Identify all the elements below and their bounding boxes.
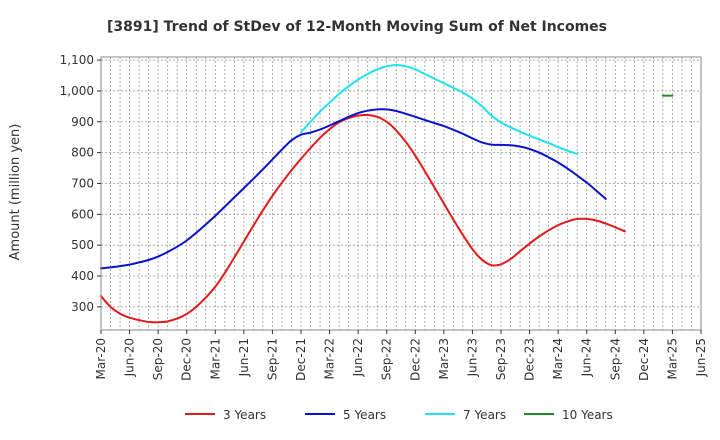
series-lines	[100, 64, 674, 324]
x-tick-label: Jun-24	[580, 338, 594, 377]
x-tick-label: Mar-24	[551, 338, 565, 379]
y-tick-label: 700	[71, 176, 94, 190]
x-tick-label: Mar-25	[665, 338, 679, 379]
x-tick-label: Mar-21	[208, 338, 222, 379]
x-tick-label: Mar-20	[94, 338, 108, 379]
x-tick-label: Sep-20	[151, 338, 165, 380]
x-tick-label: Sep-24	[608, 338, 622, 380]
x-tick-label: Mar-22	[323, 338, 337, 379]
x-tick-label: Jun-20	[123, 338, 137, 377]
y-tick-label: 1,000	[60, 84, 94, 98]
y-tick-label: 1,100	[60, 53, 94, 67]
legend: 3 Years 5 Years 7 Years 10 Years	[185, 408, 613, 422]
x-axis-ticks: Mar-20 Jun-20 Sep-20 Dec-20 Mar-21 Jun-21 Sep-…	[94, 330, 708, 381]
x-tick-label: Mar-23	[437, 338, 451, 379]
legend-label-5-years: 5 Years	[343, 408, 386, 422]
x-tick-label: Jun-22	[351, 338, 365, 377]
series-line-7-years	[300, 64, 579, 155]
y-tick-label: 600	[71, 207, 94, 221]
x-tick-label: Sep-23	[494, 338, 508, 380]
x-tick-label: Dec-24	[637, 338, 651, 381]
x-tick-label: Sep-21	[265, 338, 279, 380]
y-tick-label: 800	[71, 146, 94, 160]
x-tick-label: Sep-22	[380, 338, 394, 380]
legend-label-3-years: 3 Years	[223, 408, 266, 422]
chart-title: [3891] Trend of StDev of 12-Month Moving…	[107, 19, 607, 35]
y-axis-ticks: 300 400 500 600 700 800 900 1,000 1,100	[60, 53, 101, 314]
series-line-5-years	[100, 108, 607, 270]
y-axis-title: Amount (million yen)	[8, 124, 23, 261]
x-tick-label: Jun-25	[694, 338, 708, 377]
x-tick-label: Dec-23	[523, 338, 537, 381]
x-tick-label: Jun-21	[237, 338, 251, 377]
grid	[100, 57, 702, 330]
y-tick-label: 900	[71, 115, 94, 129]
plot-area-border	[100, 56, 702, 331]
series-line-3-years	[100, 113, 626, 324]
y-tick-label: 400	[71, 269, 94, 283]
y-tick-label: 500	[71, 238, 94, 252]
legend-label-10-years: 10 Years	[562, 408, 613, 422]
y-tick-label: 300	[71, 300, 94, 314]
x-tick-label: Dec-21	[294, 338, 308, 381]
legend-label-7-years: 7 Years	[463, 408, 506, 422]
x-tick-label: Jun-23	[465, 338, 479, 377]
x-tick-label: Dec-22	[408, 338, 422, 381]
x-tick-label: Dec-20	[180, 338, 194, 381]
